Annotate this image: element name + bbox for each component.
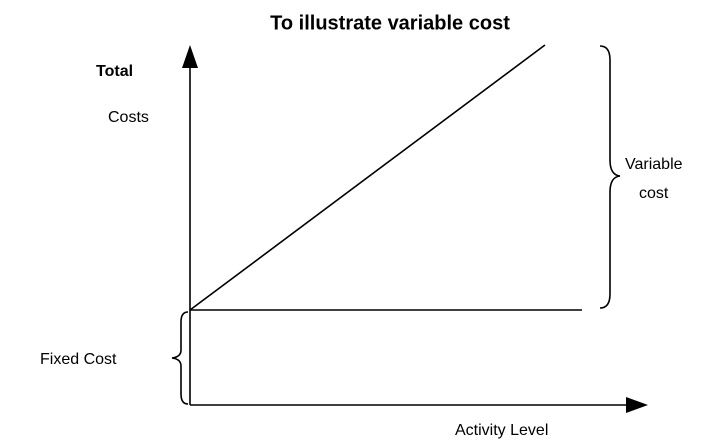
total-cost-line	[189, 44, 546, 311]
diagram-title: To illustrate variable cost	[270, 12, 510, 34]
x-axis-arrow	[626, 397, 648, 413]
variable-cost-label: Variable	[625, 156, 683, 173]
variable-cost-brace	[599, 45, 621, 309]
fixed-cost-brace	[171, 311, 189, 405]
y-axis-arrow	[182, 45, 198, 68]
x-axis-label: Activity Level	[455, 422, 548, 439]
y-axis-label-top: Total	[96, 63, 133, 80]
fixed-cost-label: Fixed Cost	[40, 351, 117, 368]
y-axis-label: Costs	[108, 109, 149, 126]
variable-cost-label: cost	[639, 185, 669, 202]
